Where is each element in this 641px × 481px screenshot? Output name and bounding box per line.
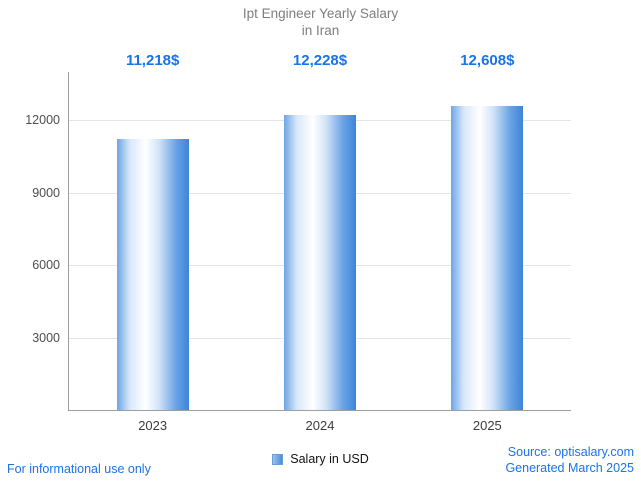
plot-area: 3000 6000 9000 12000 11,218$ 2023 12,228$ 2024 1… <box>25 52 571 433</box>
disclaimer-text: For informational use only <box>7 462 151 476</box>
salary-bar-2024[interactable] <box>284 114 356 410</box>
y-axis-tick-label: 3000 <box>32 330 60 345</box>
y-axis-tick-label: 9000 <box>32 185 60 200</box>
x-axis-label-2023: 2023 <box>138 418 168 433</box>
x-axis-label-2024: 2024 <box>305 418 335 433</box>
y-axis-tick-label: 6000 <box>32 258 60 273</box>
legend-color-swatch-icon <box>272 453 284 465</box>
salary-bar-2025[interactable] <box>451 105 524 410</box>
generated-date-text: Generated March 2025 <box>505 461 634 475</box>
source-link[interactable]: Source: optisalary.com <box>507 445 634 459</box>
salary-bar-2023[interactable] <box>116 139 189 410</box>
x-axis-label-2025: 2025 <box>472 418 502 433</box>
bar-value-label-2024: 12,228$ <box>292 52 348 69</box>
y-axis-tick-label: 12000 <box>25 113 60 128</box>
bar-value-label-2025: 12,608$ <box>460 52 515 69</box>
chart-title: Ipt Engineer Yearly Salary in Iran <box>0 5 641 39</box>
legend-label: Salary in USD <box>290 452 369 466</box>
chart-title-line2: in Iran <box>301 23 340 38</box>
bar-value-label-2023: 11,218$ <box>125 52 180 69</box>
legend: Salary in USD <box>0 452 641 466</box>
source-block: Source: optisalary.com Generated March 2… <box>505 444 634 476</box>
chart-title-line1: Ipt Engineer Yearly Salary <box>242 6 399 21</box>
